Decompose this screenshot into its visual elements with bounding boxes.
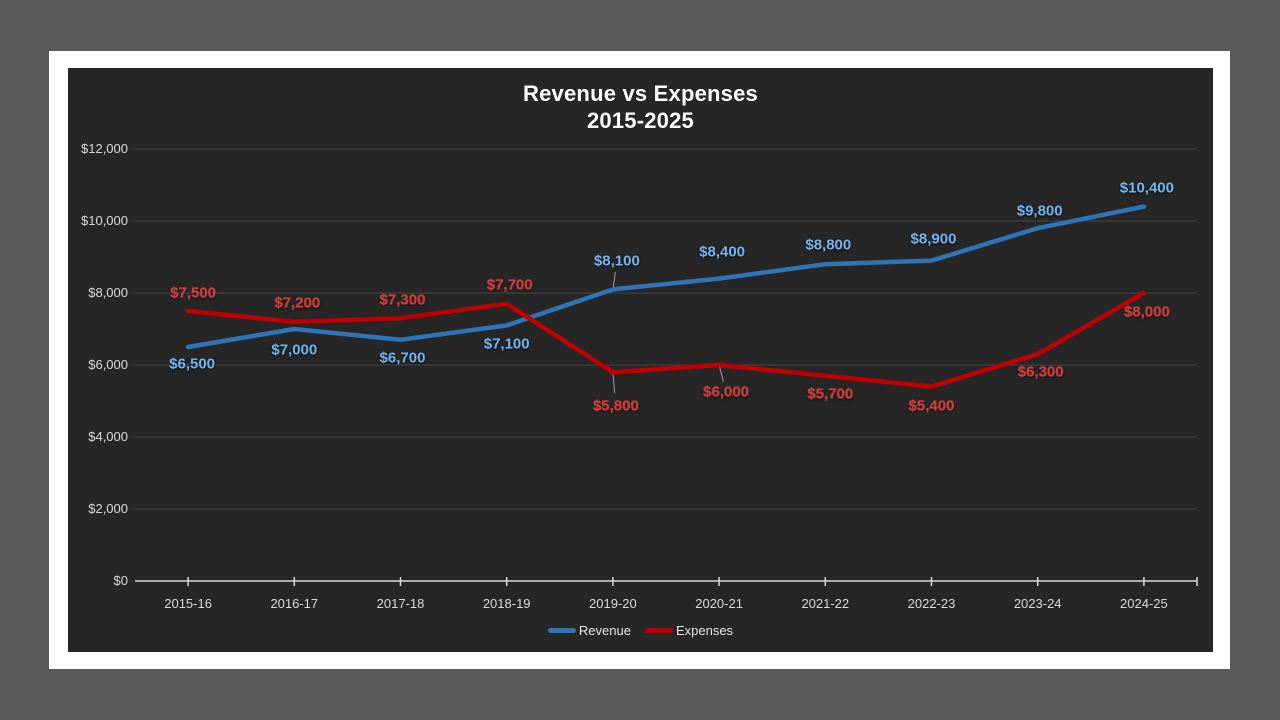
x-axis-label: 2015-16 — [164, 596, 212, 611]
expenses-data-label: $5,800 — [592, 397, 639, 415]
revenue-data-label: $6,700 — [379, 349, 426, 367]
expenses-data-label: $6,300 — [1017, 363, 1064, 381]
label-leader-line — [612, 271, 616, 290]
x-axis-label: 2022-23 — [907, 596, 956, 611]
x-axis-label: 2024-25 — [1120, 596, 1168, 611]
chart-title: Revenue vs Expenses — [523, 81, 758, 106]
y-axis-label: $4,000 — [88, 429, 128, 444]
revenue-data-label: $7,100 — [483, 335, 530, 353]
y-axis-label: $2,000 — [88, 501, 128, 516]
revenue-expenses-chart[interactable]: Revenue vs Expenses 2015-2025 $12,000 $10… — [68, 68, 1213, 652]
x-axis-label: 2021-22 — [801, 596, 850, 611]
x-axis-label: 2018-19 — [482, 596, 531, 611]
legend-item-revenue: Revenue — [547, 623, 631, 638]
y-axis-label: $8,000 — [88, 285, 128, 300]
expenses-data-label: $7,500 — [170, 284, 217, 302]
y-axis-label: $6,000 — [88, 357, 128, 372]
expenses-legend-swatch-icon — [644, 628, 673, 633]
legend: Revenue Expenses — [68, 623, 1213, 638]
revenue-data-label: $7,000 — [271, 341, 318, 359]
x-axis-label: 2019-20 — [589, 596, 637, 611]
label-leader-line — [612, 372, 616, 394]
legend-label: Revenue — [578, 623, 631, 638]
revenue-data-label: $8,900 — [910, 230, 957, 248]
revenue-data-label: $8,800 — [805, 236, 852, 254]
slide: Revenue vs Expenses 2015-2025 $12,000 $10… — [49, 51, 1230, 669]
label-leader-line — [718, 364, 724, 382]
expenses-data-label: $5,700 — [807, 385, 854, 403]
x-axis-label: 2016-17 — [270, 596, 319, 611]
revenue-data-label: $10,400 — [1119, 179, 1175, 197]
y-axis-label: $12,000 — [81, 141, 128, 156]
expenses-data-label: $7,300 — [379, 291, 426, 309]
legend-label: Expenses — [675, 623, 734, 638]
revenue-data-label: $9,800 — [1016, 202, 1063, 220]
chart-title-block: Revenue vs Expenses 2015-2025 — [68, 80, 1213, 134]
expenses-data-label: $7,700 — [486, 276, 533, 294]
y-axis-label: $0 — [113, 573, 128, 588]
y-axis-label: $10,000 — [81, 213, 128, 228]
expenses-data-label: $6,000 — [703, 383, 750, 401]
expenses-line — [185, 290, 1147, 389]
x-axis-label: 2023-24 — [1013, 596, 1062, 611]
revenue-data-label: $8,100 — [593, 252, 640, 270]
x-axis-label: 2017-18 — [376, 596, 425, 611]
chart-subtitle: 2015-2025 — [586, 108, 694, 133]
revenue-data-label: $8,400 — [699, 243, 746, 261]
expenses-data-label: $7,200 — [274, 294, 321, 312]
revenue-data-label: $6,500 — [169, 355, 216, 373]
revenue-legend-swatch-icon — [547, 628, 576, 633]
legend-item-expenses: Expenses — [644, 623, 734, 638]
expenses-data-label: $8,000 — [1123, 303, 1170, 321]
revenue-line — [185, 204, 1147, 350]
expenses-data-label: $5,400 — [908, 397, 955, 415]
x-axis-label: 2020-21 — [695, 596, 743, 611]
plot-area — [135, 148, 1198, 586]
